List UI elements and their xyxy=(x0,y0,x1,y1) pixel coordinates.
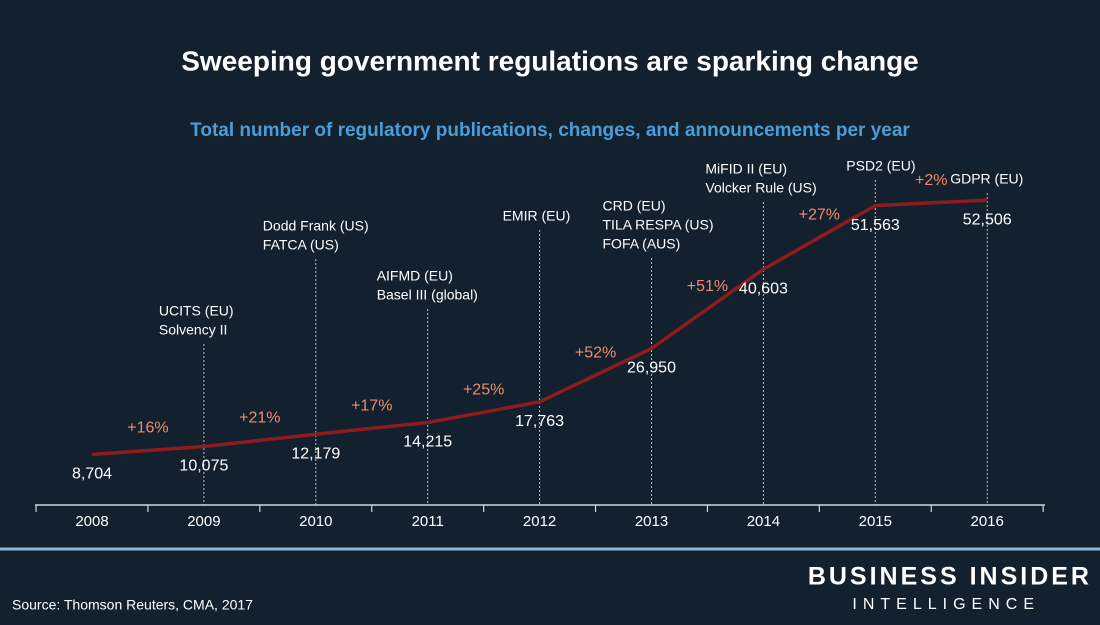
x-tick-label: 2013 xyxy=(635,513,668,530)
brand: BUSINESS INSIDER xyxy=(808,563,1092,591)
event-label: GDPR (EU) xyxy=(950,171,1023,187)
brand-sub: INTELLIGENCE xyxy=(852,596,1040,613)
event-label: Dodd Frank (US) xyxy=(263,218,369,234)
event-label: EMIR (EU) xyxy=(503,208,571,224)
change-label: +2% xyxy=(915,172,947,189)
event-label: UCITS (EU) xyxy=(159,303,234,319)
change-label: +17% xyxy=(351,398,392,415)
event-label: AIFMD (EU) xyxy=(377,268,453,284)
value-label: 10,075 xyxy=(179,458,228,475)
change-label: +51% xyxy=(687,278,728,295)
line xyxy=(91,198,988,457)
event-label: Volcker Rule (US) xyxy=(705,180,816,196)
value-label: 8,704 xyxy=(72,466,112,483)
x-tick-label: 2016 xyxy=(971,513,1004,530)
value-label: 26,950 xyxy=(627,360,676,377)
change-label: +52% xyxy=(575,344,616,361)
source: Source: Thomson Reuters, CMA, 2017 xyxy=(12,597,253,613)
x-tick-label: 2008 xyxy=(75,513,108,530)
event-label: Basel III (global) xyxy=(377,287,478,303)
change-label: +27% xyxy=(799,207,840,224)
x-tick-label: 2014 xyxy=(747,513,780,530)
change-label: +16% xyxy=(127,420,168,437)
event-label: FATCA (US) xyxy=(263,237,339,253)
event-label: PSD2 (EU) xyxy=(846,158,915,174)
value-label: 17,763 xyxy=(515,413,564,430)
x-tick-label: 2011 xyxy=(412,513,444,530)
event-label: MiFID II (EU) xyxy=(705,161,787,177)
value-label: 12,179 xyxy=(291,446,340,463)
event-label: Solvency II xyxy=(159,322,227,338)
x-tick-label: 2010 xyxy=(299,513,332,530)
chart-title: Sweeping government regulations are spar… xyxy=(181,45,919,76)
event-label: TILA RESPA (US) xyxy=(603,217,714,233)
x-tick-label: 2009 xyxy=(187,513,220,530)
value-label: 40,603 xyxy=(739,280,788,297)
x-tick-label: 2012 xyxy=(523,513,556,530)
chart-subtitle: Total number of regulatory publications,… xyxy=(190,120,910,141)
event-label: CRD (EU) xyxy=(603,198,666,214)
value-label: 52,506 xyxy=(963,211,1012,228)
change-label: +25% xyxy=(463,381,504,398)
value-label: 51,563 xyxy=(851,217,900,234)
change-label: +21% xyxy=(239,410,280,427)
value-label: 14,215 xyxy=(403,434,452,451)
event-label: FOFA (AUS) xyxy=(603,236,681,252)
x-tick-label: 2015 xyxy=(859,513,892,530)
